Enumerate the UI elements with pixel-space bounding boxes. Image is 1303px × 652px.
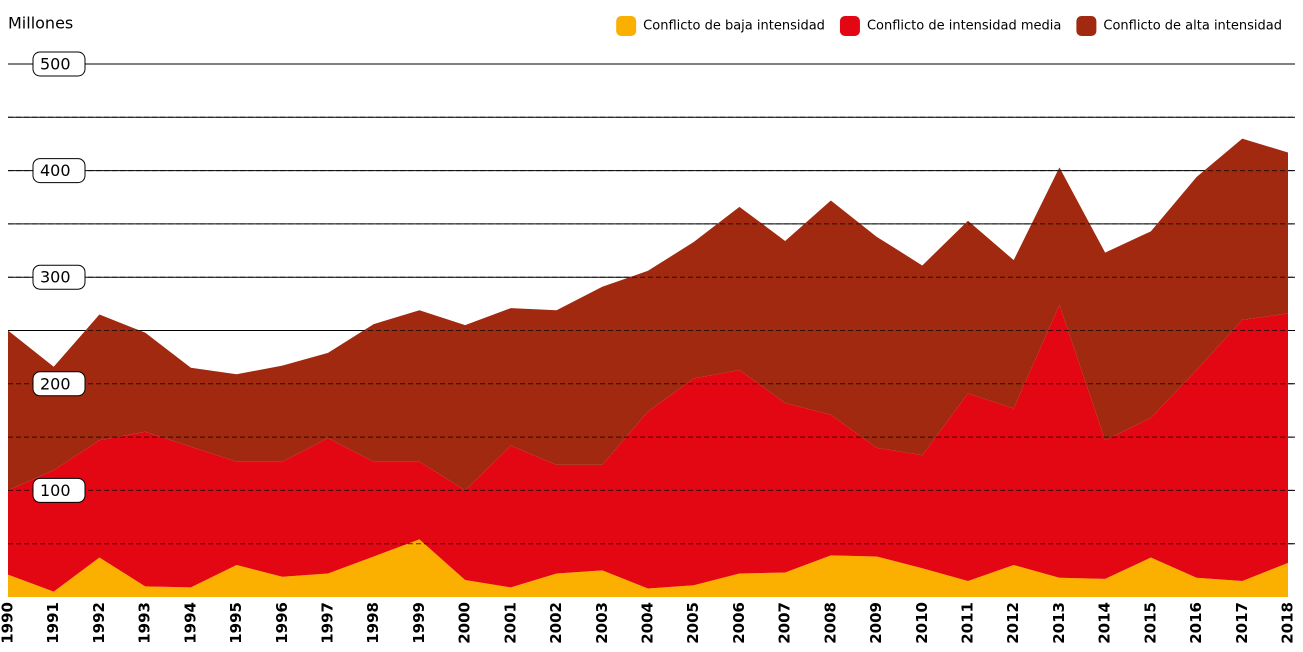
x-tick-label: 1997 bbox=[319, 602, 337, 644]
x-tick-label: 2004 bbox=[639, 602, 657, 644]
y-tick-label: 500 bbox=[40, 55, 71, 74]
x-tick-label: 2010 bbox=[913, 602, 931, 644]
y-tick-label: 200 bbox=[40, 374, 71, 393]
x-tick-label: 2000 bbox=[456, 602, 474, 644]
legend-swatch bbox=[616, 16, 637, 36]
x-tick-label: 2017 bbox=[1233, 602, 1251, 644]
x-tick-label: 1993 bbox=[136, 602, 154, 644]
x-tick-label: 2015 bbox=[1141, 602, 1159, 644]
y-tick-box bbox=[32, 371, 86, 397]
x-tick-label: 2013 bbox=[1050, 602, 1068, 644]
y-tick-box bbox=[32, 51, 86, 77]
x-tick-label: 2001 bbox=[501, 602, 519, 644]
y-tick-box bbox=[32, 264, 86, 290]
x-tick-label: 2003 bbox=[593, 602, 611, 644]
x-tick-label: 2005 bbox=[684, 602, 702, 644]
x-tick-label: 2007 bbox=[776, 602, 794, 644]
x-tick-label: 1998 bbox=[364, 602, 382, 644]
x-tick-label: 1991 bbox=[44, 602, 62, 644]
area bbox=[8, 539, 1288, 597]
x-tick-label: 1996 bbox=[273, 602, 291, 644]
legend-label: Conflicto de baja intensidad bbox=[643, 19, 825, 34]
y-tick-label: 400 bbox=[40, 161, 71, 180]
legend-label: Conflicto de alta intensidad bbox=[1103, 19, 1282, 34]
y-tick-label: 100 bbox=[40, 481, 71, 500]
area bbox=[8, 304, 1288, 592]
x-tick-label: 2012 bbox=[1004, 602, 1022, 644]
x-tick-label: 1999 bbox=[410, 602, 428, 644]
x-tick-label: 1990 bbox=[0, 602, 17, 644]
legend-swatch bbox=[1076, 16, 1097, 36]
x-tick-label: 1994 bbox=[181, 602, 199, 644]
x-tick-label: 2018 bbox=[1279, 602, 1297, 644]
x-tick-label: 2014 bbox=[1096, 602, 1114, 644]
x-tick-label: 1995 bbox=[227, 602, 245, 644]
x-tick-label: 2016 bbox=[1187, 602, 1205, 644]
y-tick-box bbox=[32, 477, 86, 503]
x-tick-label: 1992 bbox=[90, 602, 108, 644]
legend-swatch bbox=[839, 16, 860, 36]
x-tick-label: 2008 bbox=[821, 602, 839, 644]
x-tick-label: 2006 bbox=[730, 602, 748, 644]
x-tick-label: 2009 bbox=[867, 602, 885, 644]
area bbox=[8, 138, 1288, 491]
y-axis-title: Millones bbox=[8, 14, 73, 33]
y-tick-box bbox=[32, 158, 86, 184]
x-tick-label: 2011 bbox=[959, 602, 977, 644]
legend-label: Conflicto de intensidad media bbox=[867, 19, 1061, 34]
x-tick-label: 2002 bbox=[547, 602, 565, 644]
y-tick-label: 300 bbox=[40, 268, 71, 287]
